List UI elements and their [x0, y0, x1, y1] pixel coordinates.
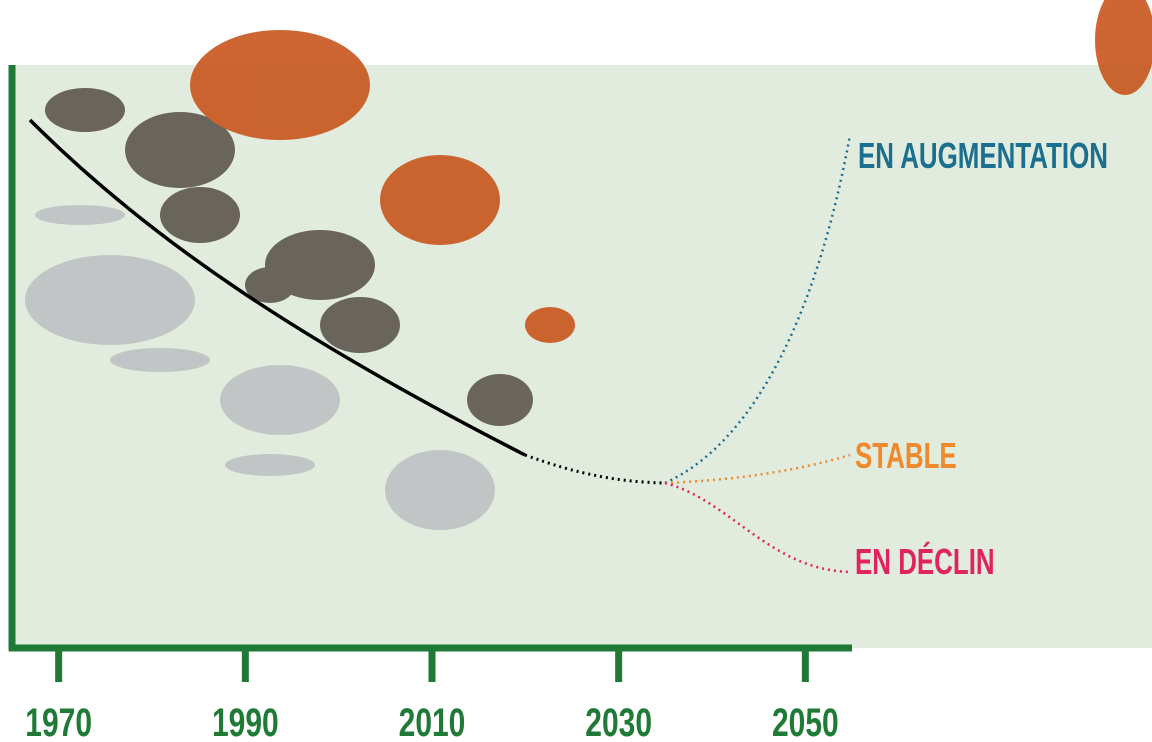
scenario-label: STABLE — [855, 436, 957, 476]
scenario-label: EN AUGMENTATION — [858, 136, 1108, 176]
scenario-label: EN DÉCLIN — [855, 542, 995, 582]
x-tick-label: 2010 — [399, 701, 466, 742]
x-tick-label: 2030 — [585, 701, 652, 742]
x-tick-label: 1990 — [212, 701, 279, 742]
chart: EN AUGMENTATION STABLE EN DÉCLIN 1970 1990 2… — [0, 0, 1152, 742]
x-tick-label: 2050 — [772, 701, 839, 742]
x-tick-label: 1970 — [25, 701, 92, 742]
